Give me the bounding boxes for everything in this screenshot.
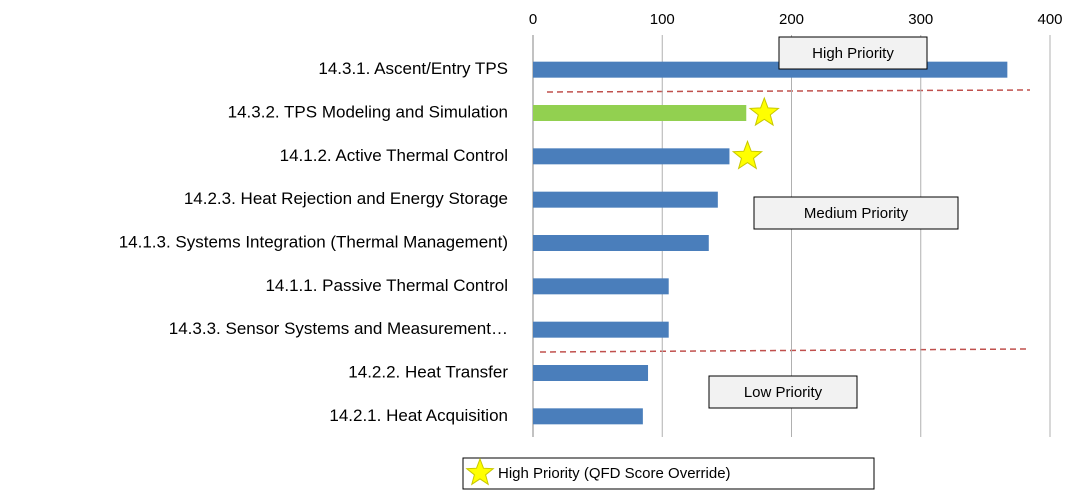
bar [533,408,643,425]
y-tick-label: 14.3.1. Ascent/Entry TPS [318,59,508,78]
annotation: Medium Priority [804,205,909,222]
annotation-box [778,36,928,70]
bar [533,321,669,338]
legend-label: High Priority (QFD Score Override) [498,465,731,482]
bar [533,278,669,295]
legend-box [462,457,875,490]
x-tick-label: 100 [650,11,675,28]
y-tick-label: 14.1.3. Systems Integration (Thermal Man… [119,232,508,251]
y-tick-label: 14.3.2. TPS Modeling and Simulation [228,102,508,121]
y-tick-label: 14.3.3. Sensor Systems and Measurement… [169,319,508,338]
divider [546,89,1031,93]
y-tick-label: 14.2.1. Heat Acquisition [329,406,508,425]
annotation-box [753,196,959,230]
annotation-box [708,375,858,409]
bar [533,61,1008,78]
bar [533,191,718,208]
y-tick-label: 14.2.2. Heat Transfer [348,362,508,381]
annotation: Low Priority [744,384,823,401]
legend-star [465,457,495,486]
y-tick-label: 14.1.2. Active Thermal Control [280,146,508,165]
x-tick-label: 300 [908,11,933,28]
x-tick-label: 0 [529,11,537,28]
bar [533,148,730,165]
bar [533,365,649,381]
y-tick-label: 14.1.1. Passive Thermal Control [265,276,508,295]
bar [533,235,709,251]
divider [539,348,1028,353]
x-tick-label: 400 [1037,11,1062,28]
annotation: High Priority [812,45,894,62]
y-tick-label: 14.2.3. Heat Rejection and Energy Storag… [184,189,508,208]
override-star [731,139,764,170]
override-star [748,96,780,127]
x-tick-label: 200 [779,11,804,28]
bar [533,105,747,121]
